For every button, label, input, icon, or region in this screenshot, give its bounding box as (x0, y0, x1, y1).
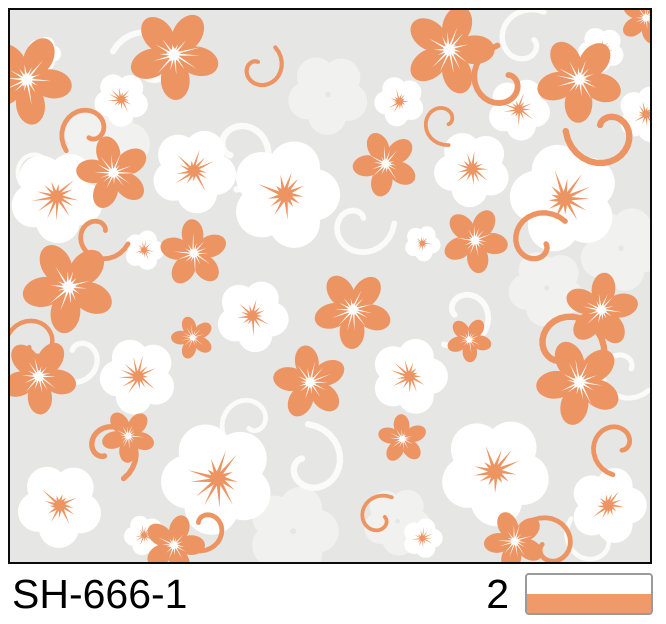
pattern-frame (8, 8, 652, 564)
colorway-number: 2 (486, 570, 509, 617)
swatch-top-half (527, 575, 651, 594)
floral-pattern-image (10, 10, 650, 562)
colorway-group: 2 (486, 573, 653, 615)
swatch-bottom-half (527, 594, 651, 613)
footer-bar: SH-666-1 2 (0, 564, 666, 624)
colorway-swatch (525, 573, 653, 615)
product-code-label: SH-666-1 (12, 570, 188, 617)
